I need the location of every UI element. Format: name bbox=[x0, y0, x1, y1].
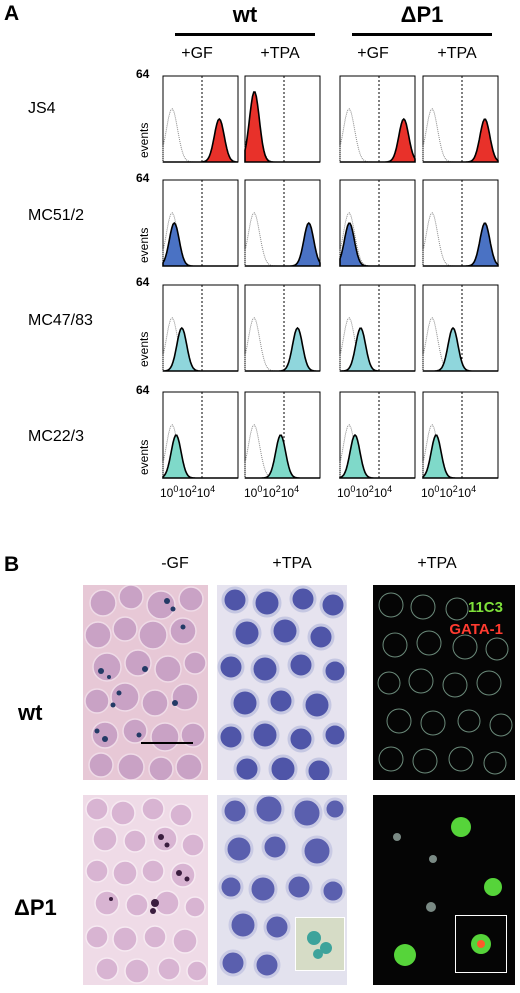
histogram-frame bbox=[244, 284, 321, 372]
sample-histogram bbox=[340, 117, 416, 163]
x-ticks-dp1-gf: 100102104 bbox=[337, 484, 392, 500]
col-label-dp1-tpa: +TPA bbox=[437, 45, 477, 62]
control-histogram bbox=[244, 423, 320, 479]
x-ticks-dp1-tpa: 100102104 bbox=[421, 484, 476, 500]
x-tick-base: 10 bbox=[280, 486, 295, 500]
sample-histogram bbox=[340, 327, 415, 372]
x-tick-exp: 0 bbox=[434, 484, 440, 494]
x-ticks-wt-tpa: 100102104 bbox=[244, 484, 299, 500]
micrograph-wt-tpa-stain bbox=[217, 585, 347, 780]
sample-histogram bbox=[245, 434, 320, 479]
x-tick-base: 10 bbox=[439, 486, 453, 500]
panel-b-letter: B bbox=[4, 553, 20, 576]
row-label-mc22-3: MC22/3 bbox=[28, 428, 85, 445]
col-label-dp1-gf: +GF bbox=[357, 45, 389, 62]
control-histogram bbox=[422, 316, 498, 372]
row-label-mc47-83: MC47/83 bbox=[28, 312, 93, 329]
sample-histogram bbox=[162, 434, 238, 479]
sample-histogram bbox=[423, 326, 498, 372]
control-histogram bbox=[244, 316, 320, 372]
control-histogram bbox=[422, 423, 498, 479]
legend-11c3: 11C3 bbox=[467, 599, 503, 616]
x-tick-base: 10 bbox=[244, 486, 258, 500]
inset-dp1-tpa-fluor bbox=[455, 915, 507, 973]
col-label-wt-tpa: +TPA bbox=[260, 45, 300, 62]
micrograph-dp1-tpa-fluor bbox=[373, 795, 515, 985]
sample-histogram bbox=[244, 91, 320, 163]
control-histogram bbox=[339, 211, 415, 267]
x-tick-base: 10 bbox=[373, 486, 388, 500]
x-tick-exp: 0 bbox=[173, 484, 179, 494]
sample-histogram bbox=[339, 222, 415, 267]
b-row-label-dp1: ΔP1 bbox=[14, 895, 57, 920]
row-label-js4: JS4 bbox=[28, 100, 56, 117]
row-label-mc51-2: MC51/2 bbox=[28, 207, 85, 224]
sample-histogram bbox=[163, 117, 239, 163]
x-tick-base: 10 bbox=[457, 486, 472, 500]
b-row-label-wt: wt bbox=[18, 700, 43, 725]
x-tick-base: 10 bbox=[337, 486, 351, 500]
control-histogram bbox=[162, 107, 238, 163]
control-histogram bbox=[339, 107, 415, 163]
x-tick-exp: 2 bbox=[452, 484, 458, 494]
y-max-row2: 64 bbox=[136, 171, 150, 185]
control-histogram bbox=[162, 316, 238, 372]
x-tick-base: 10 bbox=[196, 486, 211, 500]
x-tick-base: 10 bbox=[178, 486, 192, 500]
x-tick-base: 10 bbox=[355, 486, 369, 500]
legend-gata1: GATA-1 bbox=[449, 621, 503, 638]
y-max-row4: 64 bbox=[136, 383, 150, 397]
sample-histogram bbox=[422, 434, 498, 479]
micrograph-wt-tpa-fluor: 11C3 GATA-1 bbox=[373, 585, 515, 780]
x-tick-exp: 0 bbox=[350, 484, 356, 494]
b-col-label-gf: -GF bbox=[161, 555, 189, 572]
x-tick-base: 10 bbox=[262, 486, 276, 500]
micrograph-dp1-gf bbox=[83, 795, 208, 985]
col-label-wt-gf: +GF bbox=[181, 45, 213, 62]
control-histogram bbox=[162, 423, 238, 479]
x-tick-exp: 4 bbox=[210, 484, 216, 494]
sample-histogram bbox=[245, 326, 320, 372]
control-histogram bbox=[339, 316, 415, 372]
y-max-row3: 64 bbox=[136, 275, 150, 289]
control-histogram bbox=[162, 211, 238, 267]
sample-histogram bbox=[339, 433, 415, 479]
x-tick-exp: 4 bbox=[471, 484, 477, 494]
panel-a-letter: A bbox=[4, 2, 20, 25]
group-title-dp1: ΔP1 bbox=[400, 2, 444, 27]
b-col-label-tpa-fluor: +TPA bbox=[417, 555, 457, 572]
histogram-frame bbox=[339, 284, 416, 372]
sample-histogram bbox=[423, 118, 499, 163]
control-histogram bbox=[422, 107, 498, 163]
sample-histogram bbox=[162, 326, 238, 372]
x-tick-base: 10 bbox=[160, 486, 174, 500]
x-tick-base: 10 bbox=[421, 486, 435, 500]
micrograph-wt-gf bbox=[83, 585, 208, 780]
x-tick-exp: 4 bbox=[294, 484, 300, 494]
sample-histogram bbox=[162, 221, 238, 267]
x-tick-exp: 0 bbox=[257, 484, 263, 494]
micrograph-dp1-tpa-stain bbox=[217, 795, 347, 985]
sample-histogram bbox=[245, 221, 321, 267]
x-tick-exp: 2 bbox=[368, 484, 374, 494]
group-bar-dp1 bbox=[352, 33, 492, 36]
x-tick-exp: 2 bbox=[191, 484, 197, 494]
y-max-row1: 64 bbox=[136, 67, 150, 81]
b-col-label-tpa-stain: +TPA bbox=[272, 555, 312, 572]
group-bar-wt bbox=[175, 33, 315, 36]
x-tick-exp: 4 bbox=[387, 484, 393, 494]
group-title-wt: wt bbox=[232, 2, 258, 27]
inset-dp1-tpa-stain bbox=[295, 917, 345, 971]
control-histogram bbox=[339, 423, 415, 479]
sample-histogram bbox=[423, 222, 499, 267]
x-tick-exp: 2 bbox=[275, 484, 281, 494]
x-ticks-wt: 100102104 bbox=[160, 484, 215, 500]
histogram-grid bbox=[162, 75, 499, 479]
control-histogram bbox=[422, 211, 498, 267]
control-histogram bbox=[244, 211, 320, 267]
